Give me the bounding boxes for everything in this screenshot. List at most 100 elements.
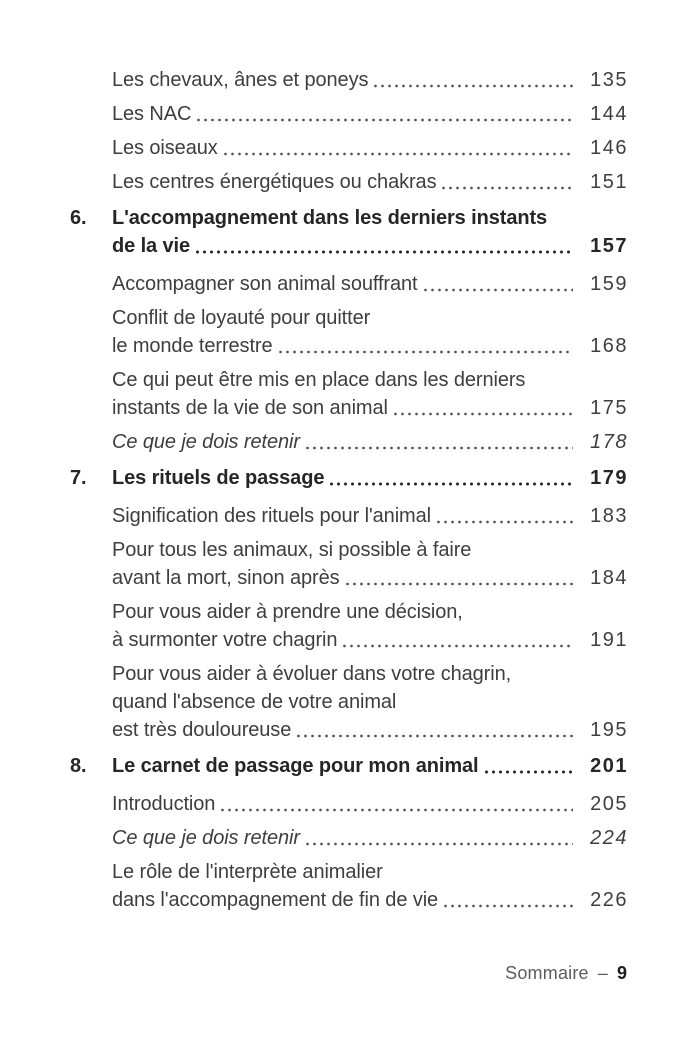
- entry-title-line: Pour vous aider à prendre une décision,: [112, 601, 463, 623]
- entry-last-line: Les oiseaux 146: [112, 134, 628, 162]
- dot-leader: [303, 836, 573, 852]
- entry-title: Le carnet de passage pour mon animal: [112, 755, 479, 777]
- entry-last-line: Accompagner son animal souffrant 159: [112, 270, 628, 298]
- entry-last-line: à surmonter votre chagrin 191: [112, 626, 628, 654]
- entry-title: Signification des rituels pour l'animal: [112, 505, 431, 527]
- entry-last-line: instants de la vie de son animal 175: [112, 394, 628, 422]
- toc-entry: Les oiseaux 146: [112, 134, 628, 162]
- entry-title: Les NAC: [112, 103, 192, 125]
- toc-entry: Les chevaux, ânes et poneys 135: [112, 66, 628, 94]
- toc-list: Les chevaux, ânes et poneys 135 Les NAC 144…: [70, 66, 628, 920]
- entry-title: à surmonter votre chagrin: [112, 629, 338, 651]
- entry-title-line: Pour vous aider à évoluer dans votre cha…: [112, 663, 512, 685]
- entry-page-number: 151: [590, 171, 628, 193]
- entry-title-line: Le rôle de l'interprète animalier: [112, 861, 383, 883]
- entry-last-line: dans l'accompagnement de fin de vie 226: [112, 886, 628, 914]
- entry-page-number: 144: [590, 103, 628, 125]
- entry-page-number: 157: [590, 235, 628, 257]
- entry-last-line: Les rituels de passage 179: [112, 464, 628, 492]
- footer-section-label: Sommaire: [505, 963, 589, 983]
- entry-last-line: Le carnet de passage pour mon animal 201: [112, 752, 628, 780]
- entry-last-line: avant la mort, sinon après 184: [112, 564, 628, 592]
- dot-leader: [421, 282, 573, 298]
- toc-entry: Pour vous aider à prendre une décision, à…: [112, 598, 628, 654]
- entry-title-line: L'accompagnement dans les derniers insta…: [112, 207, 548, 229]
- entry-page-number: 205: [590, 793, 628, 815]
- entry-title-line: Ce qui peut être mis en place dans les d…: [112, 369, 526, 391]
- entry-page-number: 175: [590, 397, 628, 419]
- dot-leader: [194, 244, 573, 260]
- entry-title: instants de la vie de son animal: [112, 397, 388, 419]
- entry-page-number: 178: [590, 431, 628, 453]
- dot-leader: [219, 802, 573, 818]
- toc-entry: Accompagner son animal souffrant 159: [112, 270, 628, 298]
- entry-title: avant la mort, sinon après: [112, 567, 340, 589]
- entry-title: Les chevaux, ânes et poneys: [112, 69, 369, 91]
- toc-entry: Introduction 205: [112, 790, 628, 818]
- toc-note-entry: Ce que je dois retenir 178: [112, 428, 628, 456]
- entry-last-line: le monde terrestre 168: [112, 332, 628, 360]
- dot-leader: [482, 764, 573, 780]
- entry-title-line: quand l'absence de votre animal: [112, 691, 397, 713]
- dot-leader: [328, 476, 573, 492]
- entry-last-line: Ce que je dois retenir 224: [112, 824, 628, 852]
- chapter-number: 7.: [70, 467, 87, 489]
- entry-page-number: 183: [590, 505, 628, 527]
- toc-entry: Pour tous les animaux, si possible à fai…: [112, 536, 628, 592]
- toc-entry: Les NAC 144: [112, 100, 628, 128]
- footer-separator: –: [597, 963, 608, 983]
- entry-last-line: Les NAC 144: [112, 100, 628, 128]
- dot-leader: [391, 406, 573, 422]
- entry-page-number: 135: [590, 69, 628, 91]
- dot-leader: [372, 78, 573, 94]
- entry-page-number: 224: [590, 827, 628, 849]
- entry-last-line: Introduction 205: [112, 790, 628, 818]
- dot-leader: [221, 146, 573, 162]
- entry-title: Les centres énergétiques ou chakras: [112, 171, 437, 193]
- entry-title: Ce que je dois retenir: [112, 431, 300, 453]
- footer-page-number: 9: [616, 963, 628, 983]
- entry-last-line: Les centres énergétiques ou chakras 151: [112, 168, 628, 196]
- entry-title: de la vie: [112, 235, 191, 257]
- entry-title: Ce que je dois retenir: [112, 827, 300, 849]
- entry-last-line: Signification des rituels pour l'animal 1…: [112, 502, 628, 530]
- entry-page-number: 201: [590, 755, 628, 777]
- chapter-number: 8.: [70, 755, 87, 777]
- dot-leader: [276, 344, 573, 360]
- entry-title: le monde terrestre: [112, 335, 273, 357]
- toc-chapter-entry: 7. Les rituels de passage 179: [70, 464, 628, 492]
- toc-entry: Pour vous aider à évoluer dans votre cha…: [112, 660, 628, 744]
- entry-last-line: Ce que je dois retenir 178: [112, 428, 628, 456]
- toc-entry: Ce qui peut être mis en place dans les d…: [112, 366, 628, 422]
- toc-chapter-entry: 8. Le carnet de passage pour mon animal 20…: [70, 752, 628, 780]
- entry-page-number: 146: [590, 137, 628, 159]
- entry-page-number: 184: [590, 567, 628, 589]
- toc-entry: Conflit de loyauté pour quitter le monde …: [112, 304, 628, 360]
- toc-entry: Signification des rituels pour l'animal 1…: [112, 502, 628, 530]
- entry-title: est très douloureuse: [112, 719, 292, 741]
- entry-title: Les rituels de passage: [112, 467, 325, 489]
- entry-title: dans l'accompagnement de fin de vie: [112, 889, 439, 911]
- dot-leader: [434, 514, 573, 530]
- chapter-number: 6.: [70, 207, 87, 229]
- toc-note-entry: Ce que je dois retenir 224: [112, 824, 628, 852]
- toc-chapter-entry: 6. L'accompagnement dans les derniers ins…: [70, 204, 628, 260]
- entry-last-line: Les chevaux, ânes et poneys 135: [112, 66, 628, 94]
- entry-last-line: est très douloureuse 195: [112, 716, 628, 744]
- entry-page-number: 191: [590, 629, 628, 651]
- entry-title: Introduction: [112, 793, 216, 815]
- entry-page-number: 168: [590, 335, 628, 357]
- toc-entry: Le rôle de l'interprète animalier dans l'…: [112, 858, 628, 914]
- page-footer: Sommaire –9: [505, 961, 628, 985]
- dot-leader: [195, 112, 573, 128]
- dot-leader: [295, 728, 573, 744]
- dot-leader: [341, 638, 573, 654]
- dot-leader: [442, 898, 573, 914]
- toc-entry: Les centres énergétiques ou chakras 151: [112, 168, 628, 196]
- entry-last-line: de la vie 157: [112, 232, 628, 260]
- entry-title: Les oiseaux: [112, 137, 218, 159]
- entry-page-number: 226: [590, 889, 628, 911]
- entry-title: Accompagner son animal souffrant: [112, 273, 418, 295]
- dot-leader: [343, 576, 573, 592]
